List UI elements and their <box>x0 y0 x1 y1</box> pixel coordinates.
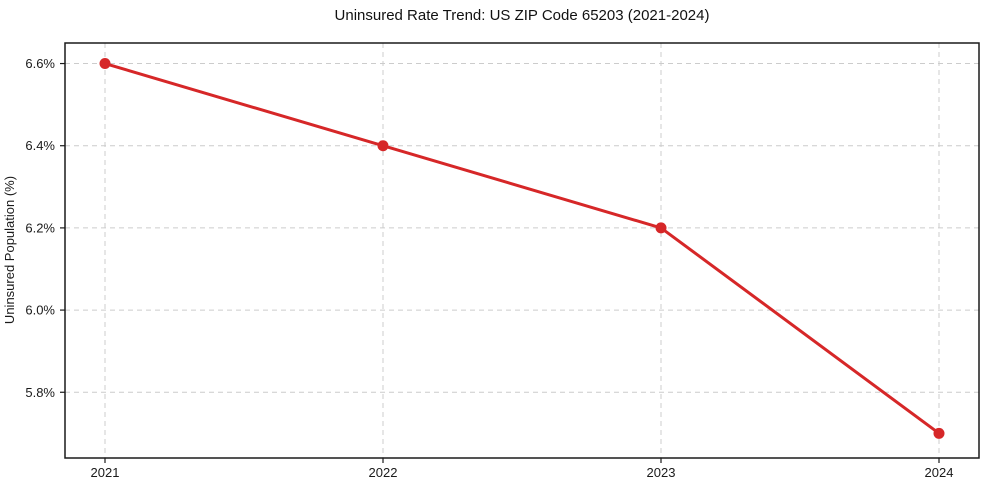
grid-layer <box>65 43 979 458</box>
x-tick-label: 2021 <box>91 465 120 480</box>
tick-label-layer: 2021 2022 2023 2024 5.8% 6.0% 6.2% 6.4% 6.6% <box>25 56 953 480</box>
chart-title: Uninsured Rate Trend: US ZIP Code 65203 … <box>335 7 710 24</box>
x-tick-label: 2023 <box>647 465 676 480</box>
trend-line <box>103 62 941 435</box>
data-point-marker <box>377 140 389 152</box>
plot-border <box>64 42 980 459</box>
data-point-marker <box>99 58 111 70</box>
series-layer <box>99 58 945 439</box>
y-tick-label: 6.0% <box>25 303 55 318</box>
x-tick-label: 2022 <box>369 465 398 480</box>
y-tick-label: 5.8% <box>25 385 55 400</box>
y-tick-label: 6.6% <box>25 56 55 71</box>
axis-layer <box>60 42 980 463</box>
x-tick-label: 2024 <box>925 465 954 480</box>
data-point-marker <box>655 222 667 234</box>
y-tick-label: 6.2% <box>25 220 55 235</box>
y-tick-label: 6.4% <box>25 138 55 153</box>
data-point-marker <box>933 427 945 439</box>
y-axis-label: Uninsured Population (%) <box>2 176 17 324</box>
